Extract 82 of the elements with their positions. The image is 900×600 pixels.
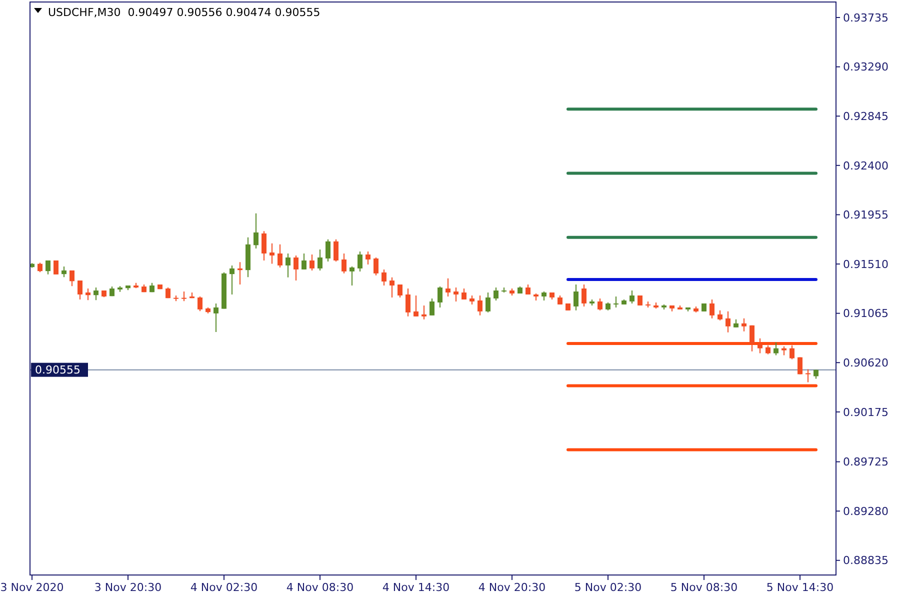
candlestick — [814, 369, 818, 380]
x-tick-label: 5 Nov 02:30 — [574, 581, 642, 594]
x-tick-label: 4 Nov 20:30 — [478, 581, 546, 594]
candlestick — [198, 296, 202, 312]
candlestick — [758, 338, 762, 354]
candlestick — [334, 238, 338, 262]
candlestick — [414, 294, 418, 317]
candlestick — [390, 276, 394, 298]
y-tick-label: 0.88835 — [843, 554, 888, 568]
candlestick — [46, 260, 50, 275]
y-tick-label: 0.89280 — [843, 504, 888, 518]
candlestick — [630, 290, 634, 304]
candlestick — [430, 298, 434, 316]
candlestick — [790, 344, 794, 360]
candlestick — [454, 287, 458, 302]
x-tick-label: 5 Nov 08:30 — [670, 581, 738, 594]
candlestick — [726, 310, 730, 333]
candlestick — [214, 302, 218, 333]
y-tick-label: 0.92845 — [843, 110, 888, 123]
candlestick — [718, 310, 722, 321]
candlestick — [406, 288, 410, 317]
y-tick-label: 0.90175 — [843, 406, 888, 419]
y-tick-label: 0.89725 — [843, 456, 888, 469]
candlestick — [270, 242, 274, 264]
x-tick-label: 4 Nov 02:30 — [190, 581, 258, 594]
candlestick — [294, 254, 298, 282]
candlestick — [742, 318, 746, 332]
candlestick — [374, 256, 378, 276]
candlestick — [62, 266, 66, 278]
candlestick — [70, 270, 74, 287]
candlestick — [94, 287, 98, 301]
y-tick-label: 0.91065 — [843, 307, 888, 320]
candlestick — [422, 304, 426, 320]
candlestick — [326, 238, 330, 262]
candlestick — [238, 262, 242, 286]
candlestick — [478, 294, 482, 316]
candlestick — [350, 266, 354, 286]
x-tick-label: 4 Nov 14:30 — [382, 581, 450, 594]
candlestick — [358, 250, 362, 272]
candlestick — [366, 250, 370, 265]
y-tick-label: 0.91955 — [843, 208, 888, 222]
candlestick — [86, 288, 90, 301]
chart-title: USDCHF,M30 0.90497 0.90556 0.90474 0.90555 — [48, 6, 320, 19]
candlestick — [806, 368, 810, 383]
candlestick — [382, 268, 386, 286]
candlestick — [310, 254, 314, 271]
candlestick — [486, 292, 490, 313]
candlestick — [54, 260, 58, 275]
candlestick — [254, 212, 258, 250]
x-tick-label: 3 Nov 20:30 — [94, 581, 162, 594]
candlestick — [774, 342, 778, 356]
candlestick — [230, 264, 234, 295]
x-tick-label: 5 Nov 14:30 — [766, 581, 834, 594]
y-tick-label: 0.93735 — [843, 11, 888, 24]
candlestick — [614, 296, 618, 308]
x-tick-label: 4 Nov 08:30 — [286, 581, 354, 594]
candlestick — [38, 262, 42, 273]
y-tick-label: 0.92400 — [843, 159, 888, 172]
candlestick — [598, 298, 602, 311]
candlestick — [526, 284, 530, 295]
candlestick — [446, 278, 450, 297]
candlestick — [574, 284, 578, 311]
y-tick-label: 0.93290 — [843, 60, 888, 74]
candlestick — [278, 244, 282, 268]
candlestick — [750, 324, 754, 352]
candlestick — [710, 298, 714, 319]
candlestick — [398, 284, 402, 298]
candlestick — [302, 252, 306, 270]
y-tick-label: 0.90620 — [843, 356, 888, 370]
candlestick — [462, 288, 466, 300]
candlestick — [286, 252, 290, 278]
candlestick — [342, 252, 346, 274]
candlestick — [318, 249, 322, 271]
x-tick-label: 3 Nov 2020 — [0, 581, 64, 594]
candlestick — [182, 290, 186, 302]
y-tick-label: 0.91510 — [843, 258, 888, 271]
candlestick — [582, 284, 586, 307]
candlestick — [262, 230, 266, 261]
candlestick — [494, 287, 498, 301]
candlestick — [438, 286, 442, 308]
ref-line-label: 0.90555 — [35, 364, 80, 377]
candlestick — [78, 280, 82, 300]
